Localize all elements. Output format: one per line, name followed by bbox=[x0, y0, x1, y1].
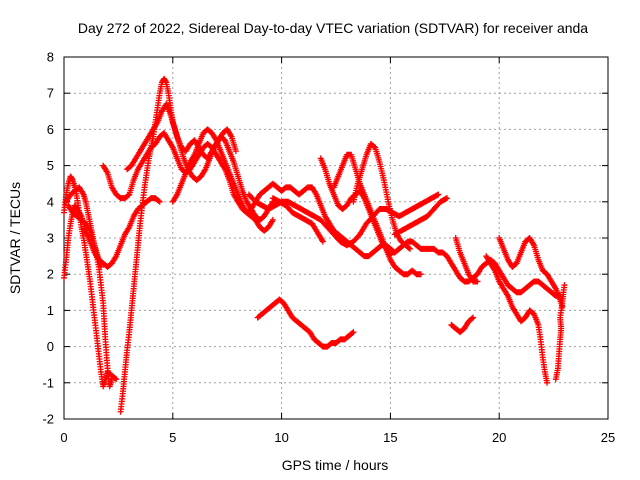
data-point bbox=[349, 330, 356, 337]
data-markers bbox=[61, 75, 568, 415]
series-arc-17 bbox=[448, 314, 477, 336]
x-tick-label: 15 bbox=[383, 430, 397, 445]
data-point bbox=[350, 329, 357, 336]
series-arc-5 bbox=[117, 75, 276, 415]
x-tick-label: 25 bbox=[601, 430, 615, 445]
series-arc-16 bbox=[254, 296, 357, 350]
data-point bbox=[155, 197, 162, 204]
data-point bbox=[112, 375, 119, 382]
series-arc-11 bbox=[317, 155, 564, 299]
series-arc-19 bbox=[496, 235, 566, 310]
data-point bbox=[417, 271, 424, 278]
series-arc-9 bbox=[245, 191, 442, 249]
data-point bbox=[474, 278, 481, 285]
y-tick-label: -2 bbox=[42, 412, 54, 427]
x-tick-label: 20 bbox=[492, 430, 506, 445]
data-point bbox=[269, 216, 276, 223]
series-arc-15 bbox=[452, 235, 481, 285]
y-tick-label: 7 bbox=[47, 86, 54, 101]
axis-ticks: 0 5 10 15 20 25 -2 -1 0 1 2 3 4 5 6 7 8 bbox=[42, 50, 615, 446]
data-point bbox=[108, 376, 115, 383]
y-tick-label: 0 bbox=[47, 339, 54, 354]
series-arc-14 bbox=[391, 195, 450, 238]
x-axis-label: GPS time / hours bbox=[282, 457, 389, 473]
data-point bbox=[469, 315, 475, 322]
series-arc-2 bbox=[61, 173, 120, 390]
y-tick-label: 1 bbox=[47, 303, 54, 318]
data-point bbox=[156, 198, 163, 205]
data-point bbox=[232, 148, 239, 155]
x-tick-label: 10 bbox=[274, 430, 288, 445]
series-arc-18 bbox=[483, 253, 551, 386]
y-tick-label: 6 bbox=[47, 122, 54, 137]
y-tick-label: 8 bbox=[47, 50, 54, 65]
y-tick-label: 2 bbox=[47, 267, 54, 282]
y-tick-label: -1 bbox=[42, 375, 54, 390]
data-point bbox=[470, 314, 477, 321]
data-point bbox=[319, 238, 326, 245]
y-axis-label: SDTVAR / TECUs bbox=[7, 182, 23, 294]
data-point bbox=[443, 195, 450, 202]
series-arc-20 bbox=[552, 282, 568, 383]
y-tick-label: 5 bbox=[47, 158, 54, 173]
data-point bbox=[405, 244, 412, 251]
chart-title: Day 272 of 2022, Sidereal Day-to-day VTE… bbox=[78, 20, 588, 36]
series-arc-4 bbox=[65, 202, 115, 390]
data-point bbox=[561, 282, 568, 289]
data-point bbox=[162, 78, 169, 85]
x-tick-label: 0 bbox=[60, 430, 67, 445]
data-point bbox=[435, 191, 442, 198]
data-point bbox=[406, 245, 413, 252]
y-tick-label: 3 bbox=[47, 231, 54, 246]
series-arc-10 bbox=[269, 195, 326, 245]
data-point bbox=[68, 175, 75, 182]
y-tick-label: 4 bbox=[47, 194, 54, 209]
x-tick-label: 5 bbox=[169, 430, 176, 445]
data-point bbox=[544, 379, 551, 386]
